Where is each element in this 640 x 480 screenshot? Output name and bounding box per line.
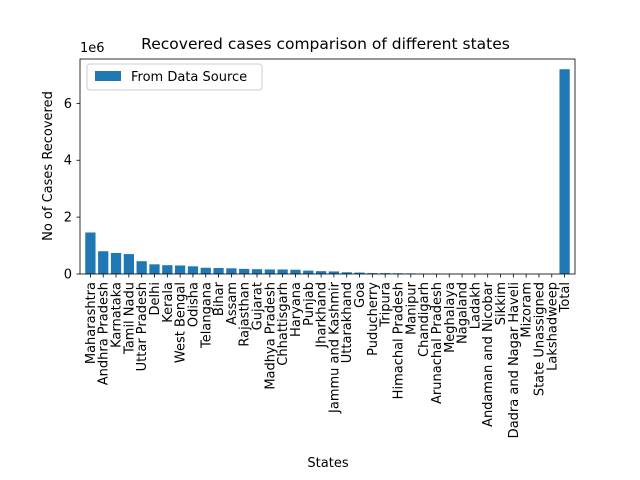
x-tick-label: Meghalaya bbox=[443, 282, 458, 353]
legend: From Data Source bbox=[86, 63, 263, 91]
plot-frame bbox=[79, 58, 576, 275]
bar-gujarat bbox=[251, 269, 263, 274]
bar-haryana bbox=[290, 269, 301, 274]
x-tick-label: Manipur bbox=[404, 281, 419, 335]
plot-area bbox=[79, 58, 576, 275]
x-tick-label: Total bbox=[558, 282, 573, 313]
x-tick-label: Tamil Nadu bbox=[122, 282, 137, 355]
x-tick-label: Jammu and Kashmir bbox=[327, 281, 342, 414]
x-tick-label: Karnataka bbox=[110, 282, 125, 348]
x-tick-label: Tripura bbox=[379, 282, 394, 328]
x-tick-label: Odisha bbox=[186, 282, 201, 327]
x-tick-label: Uttar Pradesh bbox=[135, 282, 150, 371]
bar-uttar-pradesh bbox=[136, 261, 147, 274]
x-tick-label: Dadra and Nagar Haveli bbox=[507, 282, 522, 438]
x-tick-label: Chhattisgarh bbox=[276, 282, 291, 366]
x-tick-label: Haryana bbox=[289, 282, 304, 337]
x-tick-label: Madhya Pradesh bbox=[263, 282, 278, 390]
x-tick-label: Jharkhand bbox=[315, 282, 330, 349]
bar-maharashtra bbox=[85, 232, 96, 274]
x-tick-label: Ladakh bbox=[468, 282, 483, 329]
bar-karnataka bbox=[110, 252, 122, 274]
bar-bihar bbox=[213, 268, 224, 274]
legend-swatch bbox=[95, 71, 121, 81]
bar-uttarakhand bbox=[341, 272, 352, 274]
x-tick-label: Punjab bbox=[302, 282, 317, 326]
x-tick-label: Telangana bbox=[199, 282, 214, 349]
x-tick-label: Sikkim bbox=[494, 282, 509, 325]
bar-chhattisgarh bbox=[277, 269, 288, 274]
x-tick-label: Mizoram bbox=[520, 282, 535, 338]
bar-delhi bbox=[149, 264, 160, 274]
x-tick-label: Nagaland bbox=[456, 282, 471, 344]
bar-assam bbox=[226, 268, 237, 274]
y-tick-label: 2 bbox=[64, 211, 72, 226]
bar-odisha bbox=[187, 266, 199, 274]
bar-tamil-nadu bbox=[123, 254, 134, 274]
x-tick-label: Gujarat bbox=[251, 282, 266, 330]
x-tick-label: Arunachal Pradesh bbox=[430, 282, 445, 404]
bar-puducherry bbox=[367, 273, 378, 274]
x-tick-label: Uttarakhand bbox=[340, 282, 355, 363]
y-axis: 0 2 4 6 bbox=[64, 97, 80, 283]
x-tick-label: Bihar bbox=[212, 281, 227, 316]
bar-rajasthan bbox=[239, 268, 250, 274]
x-tick-label: Delhi bbox=[148, 282, 163, 315]
x-tick-label: Rajasthan bbox=[238, 282, 253, 347]
x-tick-label: Andhra Pradesh bbox=[97, 282, 112, 385]
bar-jharkhand bbox=[315, 271, 327, 274]
bar-telangana bbox=[200, 267, 211, 274]
y-axis-label: No of Cases Recovered bbox=[41, 91, 56, 241]
x-tick-label: Puducherry bbox=[366, 282, 381, 356]
bar-andhra-pradesh bbox=[98, 251, 109, 274]
bar-madhya-pradesh bbox=[264, 269, 275, 274]
chart-title: Recovered cases comparison of different … bbox=[141, 35, 510, 53]
bar-west-bengal bbox=[174, 265, 186, 274]
x-tick-label: Assam bbox=[225, 282, 240, 325]
x-axis-label: States bbox=[307, 456, 348, 471]
y-tick-label: 4 bbox=[64, 154, 72, 169]
x-tick-label: Kerala bbox=[161, 282, 176, 323]
bar-total bbox=[559, 69, 570, 275]
x-tick-label: Himachal Pradesh bbox=[391, 282, 406, 399]
x-tick-label: Maharashtra bbox=[84, 282, 99, 364]
x-tick-label: West Bengal bbox=[174, 282, 189, 363]
legend-label: From Data Source bbox=[131, 70, 247, 85]
y-tick-label: 6 bbox=[64, 97, 72, 112]
y-tick-label: 0 bbox=[64, 268, 72, 283]
x-tick-label: Chandigarh bbox=[417, 282, 432, 357]
bar-punjab bbox=[303, 270, 314, 274]
x-tick-label: Lakshadweep bbox=[545, 282, 560, 371]
bar-kerala bbox=[162, 265, 173, 274]
bar-tripura bbox=[380, 273, 391, 274]
x-tick-label: Goa bbox=[353, 282, 368, 308]
bar-jammu-and-kashmir bbox=[328, 271, 340, 274]
bar-goa bbox=[354, 272, 365, 274]
y-axis-offset-label: 1e6 bbox=[80, 41, 105, 56]
legend-frame bbox=[86, 63, 263, 91]
x-tick-label: Andaman and Nicobar bbox=[481, 281, 496, 427]
x-tick-label: State Unassigned bbox=[532, 282, 547, 396]
